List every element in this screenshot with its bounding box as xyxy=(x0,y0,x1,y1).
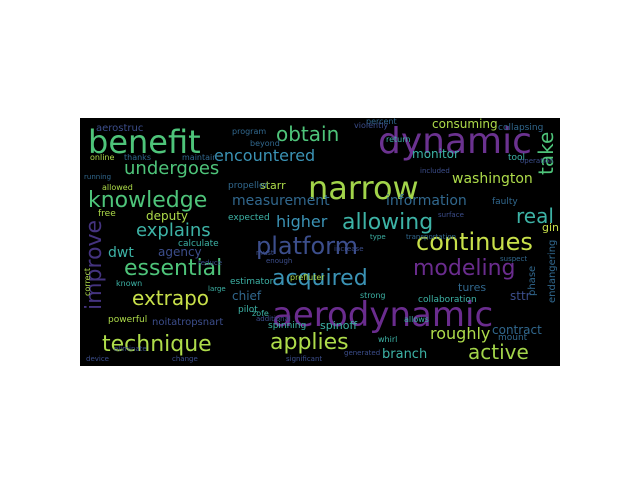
word: reduce xyxy=(198,259,223,267)
word: allowed xyxy=(102,183,133,192)
word: benefit xyxy=(88,123,201,161)
word: calculate xyxy=(178,239,219,249)
word: surface xyxy=(438,211,464,219)
word: allows xyxy=(404,315,429,324)
word: dynamic xyxy=(378,121,532,162)
word: violently xyxy=(354,121,389,130)
word: correct xyxy=(83,267,92,296)
word: collaboration xyxy=(418,295,477,305)
word: maintain xyxy=(182,153,218,162)
word: branch xyxy=(382,347,428,362)
word: platform xyxy=(256,232,358,260)
word: aerodynamic xyxy=(272,295,494,335)
word: undergoes xyxy=(124,158,220,179)
word: faulty xyxy=(492,197,518,207)
word: narrow xyxy=(308,169,419,207)
word: tool xyxy=(508,153,526,163)
word: collapsing xyxy=(498,123,544,133)
word: additional xyxy=(256,315,291,323)
word: increase xyxy=(334,245,364,253)
word: measurement xyxy=(232,193,330,209)
word: noitatropsnart xyxy=(152,317,224,328)
word: take xyxy=(534,131,558,175)
word: ginn xyxy=(542,221,560,234)
word: operation xyxy=(520,157,554,165)
word: modeling xyxy=(413,256,516,281)
word: agency xyxy=(158,245,202,259)
word: active xyxy=(468,340,529,364)
word: spinoff xyxy=(320,319,358,332)
word: information xyxy=(386,193,467,209)
word: endangering xyxy=(547,239,558,303)
word: contract xyxy=(492,323,542,337)
word: generated xyxy=(344,349,381,357)
word: enough xyxy=(266,257,293,265)
word: expected xyxy=(228,213,270,223)
word: higher xyxy=(276,212,328,231)
word: return xyxy=(386,135,411,144)
word: tures xyxy=(458,281,487,294)
word: allowing xyxy=(342,210,434,235)
word: free xyxy=(98,209,116,219)
word: suspect xyxy=(500,255,528,263)
word: real xyxy=(516,204,554,228)
word: significant xyxy=(286,355,323,363)
word: improve xyxy=(82,219,107,310)
word: explains xyxy=(136,220,211,241)
word: dwt xyxy=(108,245,134,261)
word: washington xyxy=(452,171,533,187)
word: type xyxy=(370,233,386,241)
word: included xyxy=(420,167,450,175)
word: propeller xyxy=(228,181,269,191)
word: applies xyxy=(270,330,349,355)
word: technique xyxy=(102,332,212,357)
word: thanks xyxy=(124,153,151,162)
word: estimator xyxy=(230,277,274,287)
word: essential xyxy=(124,256,223,281)
word: encountered xyxy=(214,146,316,165)
word: deputy xyxy=(146,209,189,223)
word: known xyxy=(116,279,143,288)
word: obtain xyxy=(276,122,340,146)
word: spinning xyxy=(268,321,307,331)
word: eliminate xyxy=(114,345,147,353)
word: online xyxy=(90,153,115,162)
word: roughly xyxy=(430,324,491,343)
word: change xyxy=(172,355,198,363)
word-cloud: aerodynamic narrow benefit dynamic platf… xyxy=(80,118,560,366)
word: transportation xyxy=(406,233,457,241)
word: must xyxy=(256,249,274,257)
word: large xyxy=(208,285,226,293)
word: consuming xyxy=(432,118,498,131)
word: running xyxy=(84,173,112,181)
word: sttr xyxy=(510,289,531,303)
word: zofe xyxy=(252,309,269,318)
word: powerful xyxy=(108,315,148,325)
word: strong xyxy=(360,291,386,300)
word: pilot xyxy=(238,305,258,315)
word: extrapo xyxy=(132,286,210,310)
word: aerostruc xyxy=(96,123,144,134)
word: whirl xyxy=(378,335,398,344)
word: program xyxy=(232,127,267,136)
word: chief xyxy=(232,289,262,303)
word: knowledge xyxy=(88,188,208,213)
word: monitor xyxy=(412,147,459,161)
word: mount xyxy=(498,333,528,343)
word: beyond xyxy=(250,139,280,148)
word: starr xyxy=(260,179,286,192)
word: continues xyxy=(416,228,533,256)
word: prefluter xyxy=(290,273,325,282)
word: acquired xyxy=(272,266,368,291)
word: percent xyxy=(366,118,397,126)
word: device xyxy=(86,355,109,363)
